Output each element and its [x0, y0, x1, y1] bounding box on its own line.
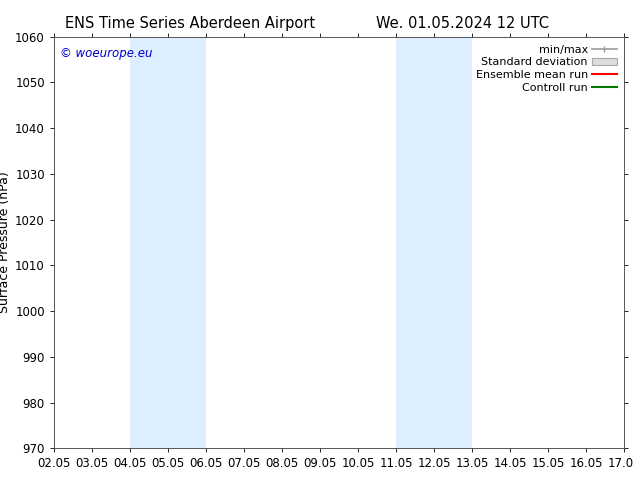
Bar [396, 37, 472, 448]
Legend: min/max, Standard deviation, Ensemble mean run, Controll run: min/max, Standard deviation, Ensemble me… [474, 42, 619, 95]
Text: We. 01.05.2024 12 UTC: We. 01.05.2024 12 UTC [377, 16, 549, 31]
Text: © woeurope.eu: © woeurope.eu [60, 47, 152, 60]
Y-axis label: Surface Pressure (hPa): Surface Pressure (hPa) [0, 172, 11, 314]
Bar [130, 37, 206, 448]
Text: ENS Time Series Aberdeen Airport: ENS Time Series Aberdeen Airport [65, 16, 315, 31]
